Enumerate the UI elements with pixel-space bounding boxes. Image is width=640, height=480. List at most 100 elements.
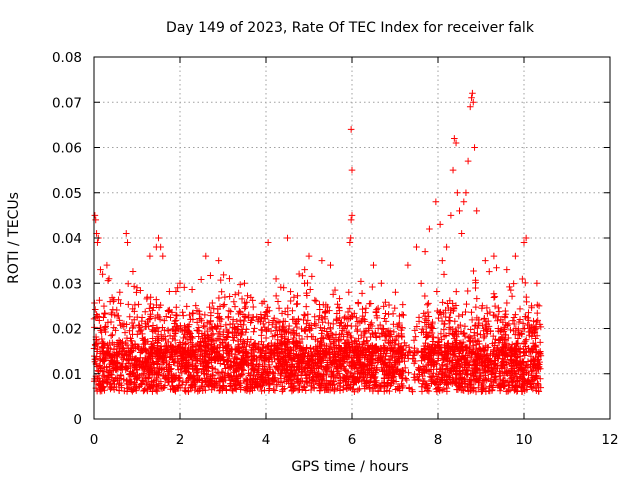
- data-point: [239, 358, 246, 365]
- data-point: [149, 367, 156, 375]
- data-point: [512, 351, 519, 359]
- data-point: [484, 328, 491, 335]
- data-point: [147, 293, 154, 301]
- data-point: [360, 327, 368, 335]
- data-point: [296, 366, 303, 373]
- data-point: [453, 374, 461, 382]
- data-point: [319, 318, 326, 326]
- data-point: [320, 335, 328, 342]
- data-point: [223, 349, 230, 357]
- data-point: [459, 367, 467, 375]
- data-point: [117, 364, 125, 372]
- data-point: [290, 327, 298, 334]
- data-point: [432, 198, 440, 206]
- data-point: [374, 304, 382, 312]
- data-point: [470, 332, 478, 340]
- data-point: [469, 98, 477, 106]
- data-point: [104, 379, 111, 386]
- data-point: [222, 336, 230, 343]
- data-point: [483, 352, 490, 360]
- data-point: [249, 387, 256, 394]
- data-point: [442, 351, 450, 359]
- data-point: [273, 363, 280, 371]
- data-point: [209, 365, 217, 372]
- data-point: [310, 384, 318, 392]
- data-point: [492, 353, 499, 360]
- data-point: [224, 333, 231, 340]
- data-point: [380, 303, 387, 310]
- data-point: [99, 350, 107, 358]
- data-point: [97, 324, 105, 332]
- data-point: [124, 280, 132, 288]
- data-point: [512, 383, 519, 390]
- data-point: [129, 370, 136, 377]
- data-point: [529, 329, 537, 337]
- data-point: [422, 330, 430, 338]
- data-point: [111, 352, 119, 359]
- data-point: [176, 384, 184, 392]
- data-point: [115, 387, 123, 394]
- data-point: [301, 266, 308, 273]
- data-point: [369, 356, 377, 363]
- data-point: [347, 126, 355, 133]
- data-point: [532, 335, 539, 342]
- data-point: [217, 276, 225, 284]
- data-point: [520, 239, 528, 246]
- data-point: [138, 317, 146, 325]
- data-point: [238, 295, 246, 303]
- data-point: [333, 315, 340, 323]
- data-point: [117, 300, 124, 307]
- data-point: [161, 317, 168, 324]
- data-point: [520, 339, 528, 347]
- data-point: [247, 294, 255, 301]
- data-point: [295, 270, 303, 278]
- data-point: [453, 333, 460, 341]
- data-point: [330, 373, 338, 381]
- data-point: [342, 367, 349, 374]
- data-point: [523, 369, 530, 376]
- x-tick-label: 8: [434, 432, 443, 448]
- data-point: [198, 330, 206, 337]
- data-point: [487, 378, 495, 385]
- data-point: [535, 364, 542, 371]
- data-point: [351, 388, 358, 396]
- data-point: [260, 377, 268, 385]
- data-point: [391, 304, 399, 312]
- data-point: [415, 367, 423, 374]
- data-point: [226, 275, 233, 282]
- data-point: [452, 302, 460, 309]
- data-point: [190, 377, 198, 385]
- data-point: [137, 381, 145, 388]
- data-point: [533, 332, 541, 340]
- data-point: [325, 344, 333, 352]
- data-point: [293, 300, 300, 308]
- data-point: [335, 336, 342, 343]
- data-point: [368, 322, 376, 330]
- data-point: [436, 387, 443, 395]
- data-point: [253, 360, 261, 368]
- data-point: [145, 316, 153, 323]
- data-point: [179, 327, 187, 335]
- data-point: [180, 284, 188, 291]
- data-point: [534, 380, 542, 388]
- data-point: [347, 354, 355, 362]
- data-point: [288, 355, 296, 362]
- data-point: [112, 357, 120, 365]
- data-point: [384, 379, 392, 387]
- data-point: [205, 382, 213, 390]
- data-point: [327, 324, 334, 331]
- data-point: [405, 343, 413, 351]
- data-point: [518, 379, 526, 387]
- data-point: [214, 330, 222, 338]
- data-point: [292, 320, 299, 327]
- data-point: [516, 331, 523, 339]
- data-point: [451, 330, 459, 338]
- data-point: [202, 359, 209, 366]
- data-point: [123, 334, 131, 342]
- data-point: [250, 328, 257, 336]
- data-point: [258, 299, 266, 307]
- data-point: [521, 313, 529, 321]
- data-point: [534, 317, 541, 324]
- data-point: [235, 362, 243, 369]
- data-point: [427, 356, 435, 364]
